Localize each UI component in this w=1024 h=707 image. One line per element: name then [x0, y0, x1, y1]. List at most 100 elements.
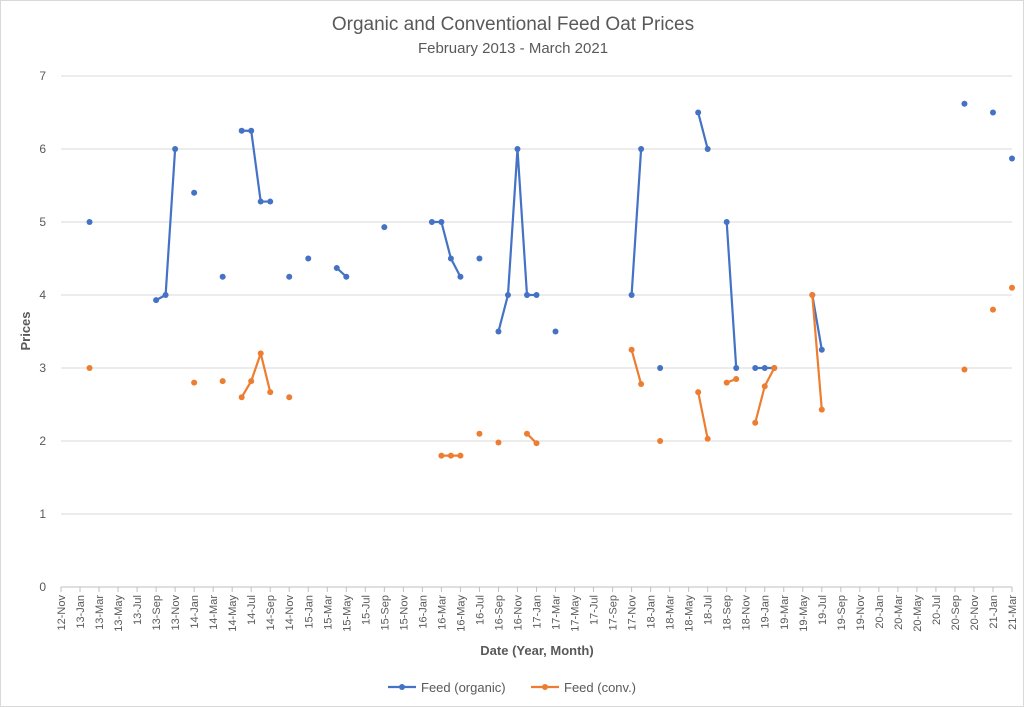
y-tick-label: 7 [39, 69, 46, 83]
x-tick-label: 20-Sep [950, 595, 962, 630]
data-point [733, 365, 740, 371]
y-tick-label: 0 [39, 580, 46, 594]
data-point [504, 292, 511, 298]
data-point [86, 365, 93, 371]
x-tick-label: 15-Jan [303, 595, 315, 629]
y-tick-label: 1 [39, 507, 46, 521]
data-point [771, 365, 778, 371]
data-point [438, 219, 445, 225]
series-line-segment [250, 352, 262, 383]
data-point [447, 452, 454, 459]
x-tick-label: 13-Nov [170, 595, 182, 631]
y-tick-label: 2 [39, 434, 46, 448]
x-axis-title: Date (Year, Month) [480, 643, 593, 658]
data-point [153, 297, 160, 304]
data-point [723, 379, 730, 386]
series-conv [86, 284, 1015, 459]
x-tick-label: 16-Jan [417, 595, 429, 629]
series-line-segment [449, 257, 462, 278]
data-point [438, 452, 445, 459]
legend-item: Feed (organic) [388, 680, 506, 695]
data-point [219, 273, 226, 280]
data-point [248, 127, 255, 134]
y-tick-label: 3 [39, 361, 46, 375]
data-point [172, 146, 179, 152]
x-tick-label: 20-May [912, 595, 924, 632]
x-tick-label: 14-Sep [265, 595, 277, 630]
data-point [657, 438, 664, 444]
x-tick-label: 19-Sep [836, 595, 848, 630]
series-line-segment [259, 352, 272, 394]
x-axis: 12-Nov 13-Jan 13-Mar 13-May 13-Jul 13-Sep 13-N… [56, 587, 1019, 632]
x-tick-label: 20-Jan [874, 595, 886, 629]
y-axis-ticks: 0 1 2 3 4 5 6 7 [39, 69, 46, 594]
x-tick-label: 16-Mar [436, 595, 448, 630]
x-tick-label: 19-Mar [779, 595, 791, 630]
data-point [1009, 155, 1015, 162]
data-point [447, 255, 454, 262]
data-point [733, 375, 740, 382]
data-point [457, 273, 464, 280]
series-line-segment [506, 147, 519, 297]
x-tick-label: 15-Mar [322, 595, 334, 630]
legend-item: Feed (conv.) [531, 680, 636, 695]
y-tick-label: 5 [39, 215, 46, 229]
data-point [495, 328, 502, 335]
data-point [305, 255, 312, 262]
x-tick-label: 18-Jul [703, 595, 715, 625]
x-tick-label: 16-Jul [474, 595, 486, 625]
x-tick-label: 17-Mar [551, 595, 563, 630]
data-point [191, 379, 198, 386]
data-point [704, 435, 711, 442]
gridlines [61, 75, 1012, 588]
x-tick-label: 16-May [455, 595, 467, 632]
data-point [1009, 284, 1015, 291]
data-point [809, 292, 816, 298]
x-tick-label: 17-Jul [589, 595, 601, 625]
chart-subtitle: February 2013 - March 2021 [418, 40, 608, 57]
x-tick-label: 19-May [798, 595, 810, 632]
data-point [628, 346, 635, 353]
data-point [761, 383, 768, 390]
x-tick-label: 16-Sep [493, 595, 505, 630]
data-point [723, 219, 730, 225]
data-point [533, 440, 540, 447]
series-layer [86, 100, 1015, 459]
x-tick-label: 15-May [341, 595, 353, 632]
data-point [752, 365, 759, 371]
x-tick-label: 16-Nov [512, 595, 524, 631]
x-tick-label: 12-Nov [56, 595, 68, 631]
legend-label: Feed (conv.) [564, 680, 636, 695]
x-tick-label: 21-Mar [1007, 595, 1019, 630]
series-line-segment [697, 111, 709, 151]
x-tick-label: 17-Nov [627, 595, 639, 631]
x-tick-label: 21-Jan [988, 595, 1000, 629]
x-tick-label: 18-May [684, 595, 696, 632]
legend-marker [542, 684, 548, 690]
data-point [191, 189, 198, 196]
data-point [257, 350, 264, 357]
data-point [752, 419, 759, 426]
data-point [381, 224, 388, 231]
series-line-segment [497, 293, 510, 333]
data-point [286, 394, 293, 401]
data-point [552, 328, 559, 335]
x-tick-label: 14-May [227, 595, 239, 632]
data-point [989, 306, 996, 313]
x-tick-label: 13-May [113, 595, 125, 632]
data-point [248, 378, 255, 385]
data-point [704, 146, 711, 152]
data-point [428, 219, 435, 225]
data-point [86, 219, 93, 225]
data-point [533, 292, 540, 298]
x-tick-label: 18-Mar [665, 595, 677, 630]
x-tick-label: 14-Nov [284, 595, 296, 631]
x-tick-label: 13-Jul [132, 595, 144, 625]
data-point [818, 346, 825, 353]
data-point [695, 109, 702, 116]
x-tick-label: 13-Sep [151, 595, 163, 630]
x-tick-label: 15-Sep [379, 595, 391, 630]
x-tick-label: 14-Jul [246, 595, 258, 625]
